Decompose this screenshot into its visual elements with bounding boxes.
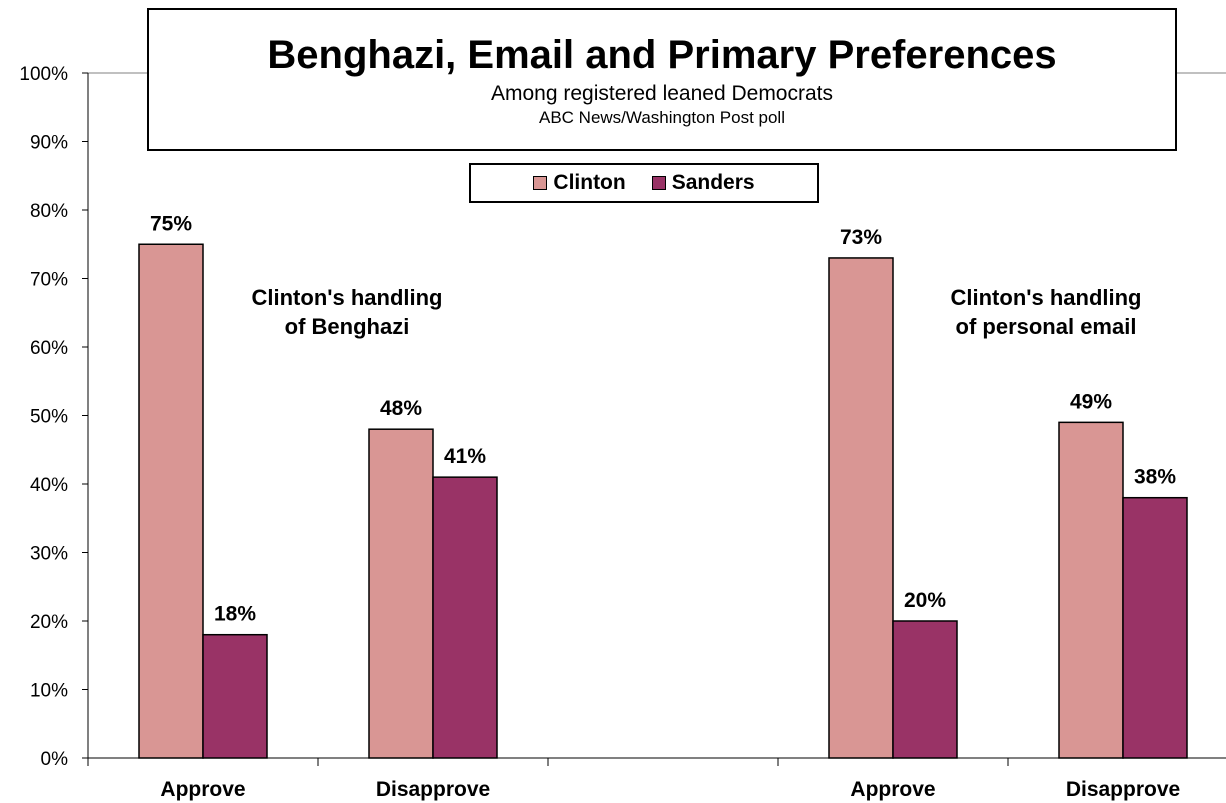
data-label-sanders: 18% [214,603,256,626]
legend-label-sanders: Sanders [671,171,755,194]
x-category-label: Approve [160,778,245,801]
y-tick-label: 40% [30,475,68,496]
x-category-label: Approve [850,778,935,801]
chart-legend: Clinton Sanders [469,163,819,203]
chart-title-box: Benghazi, Email and Primary Preferences … [147,8,1177,151]
x-category-label: Disapprove [376,778,490,801]
y-tick-label: 70% [30,270,68,291]
legend-item-sanders: Sanders [651,171,755,195]
annotation-benghazi-line1: Clinton's handling [251,285,443,310]
data-label-sanders: 41% [444,445,486,468]
y-tick-label: 0% [41,749,69,770]
legend-swatch-clinton [533,176,548,190]
y-tick-label: 50% [30,407,68,428]
bar-clinton [138,243,204,759]
annotation-benghazi: Clinton's handling of Benghazi [222,283,472,341]
y-tick-label: 100% [19,64,68,85]
legend-item-clinton: Clinton [533,171,626,195]
y-tick-label: 90% [30,133,68,154]
annotation-benghazi-line2: of Benghazi [284,314,410,339]
y-tick-label: 60% [30,338,68,359]
bar-sanders [1122,496,1188,759]
data-label-sanders: 38% [1134,466,1176,489]
y-tick-label: 80% [30,201,68,222]
data-label-clinton: 48% [380,397,422,420]
chart-source: ABC News/Washington Post poll [539,108,785,127]
bar-sanders [432,476,498,759]
legend-swatch-sanders [651,176,666,190]
annotation-email: Clinton's handling of personal email [916,283,1176,341]
y-tick-label: 10% [30,681,68,702]
bar-clinton [368,428,434,759]
annotation-email-line1: Clinton's handling [950,285,1142,310]
data-label-clinton: 73% [840,226,882,249]
data-label-clinton: 75% [150,212,192,235]
bar-sanders [892,620,958,759]
legend-label-clinton: Clinton [553,171,626,194]
chart-subtitle: Among registered leaned Democrats [490,82,833,105]
data-label-sanders: 20% [904,589,946,612]
x-category-label: Disapprove [1066,778,1180,801]
bar-sanders [202,633,268,759]
y-tick-label: 20% [30,612,68,633]
data-label-clinton: 49% [1070,390,1112,413]
y-tick-label: 30% [30,544,68,565]
bar-clinton [1058,421,1124,759]
annotation-email-line2: of personal email [955,314,1137,339]
chart-title: Benghazi, Email and Primary Preferences [267,33,1057,77]
bar-clinton [828,257,894,759]
